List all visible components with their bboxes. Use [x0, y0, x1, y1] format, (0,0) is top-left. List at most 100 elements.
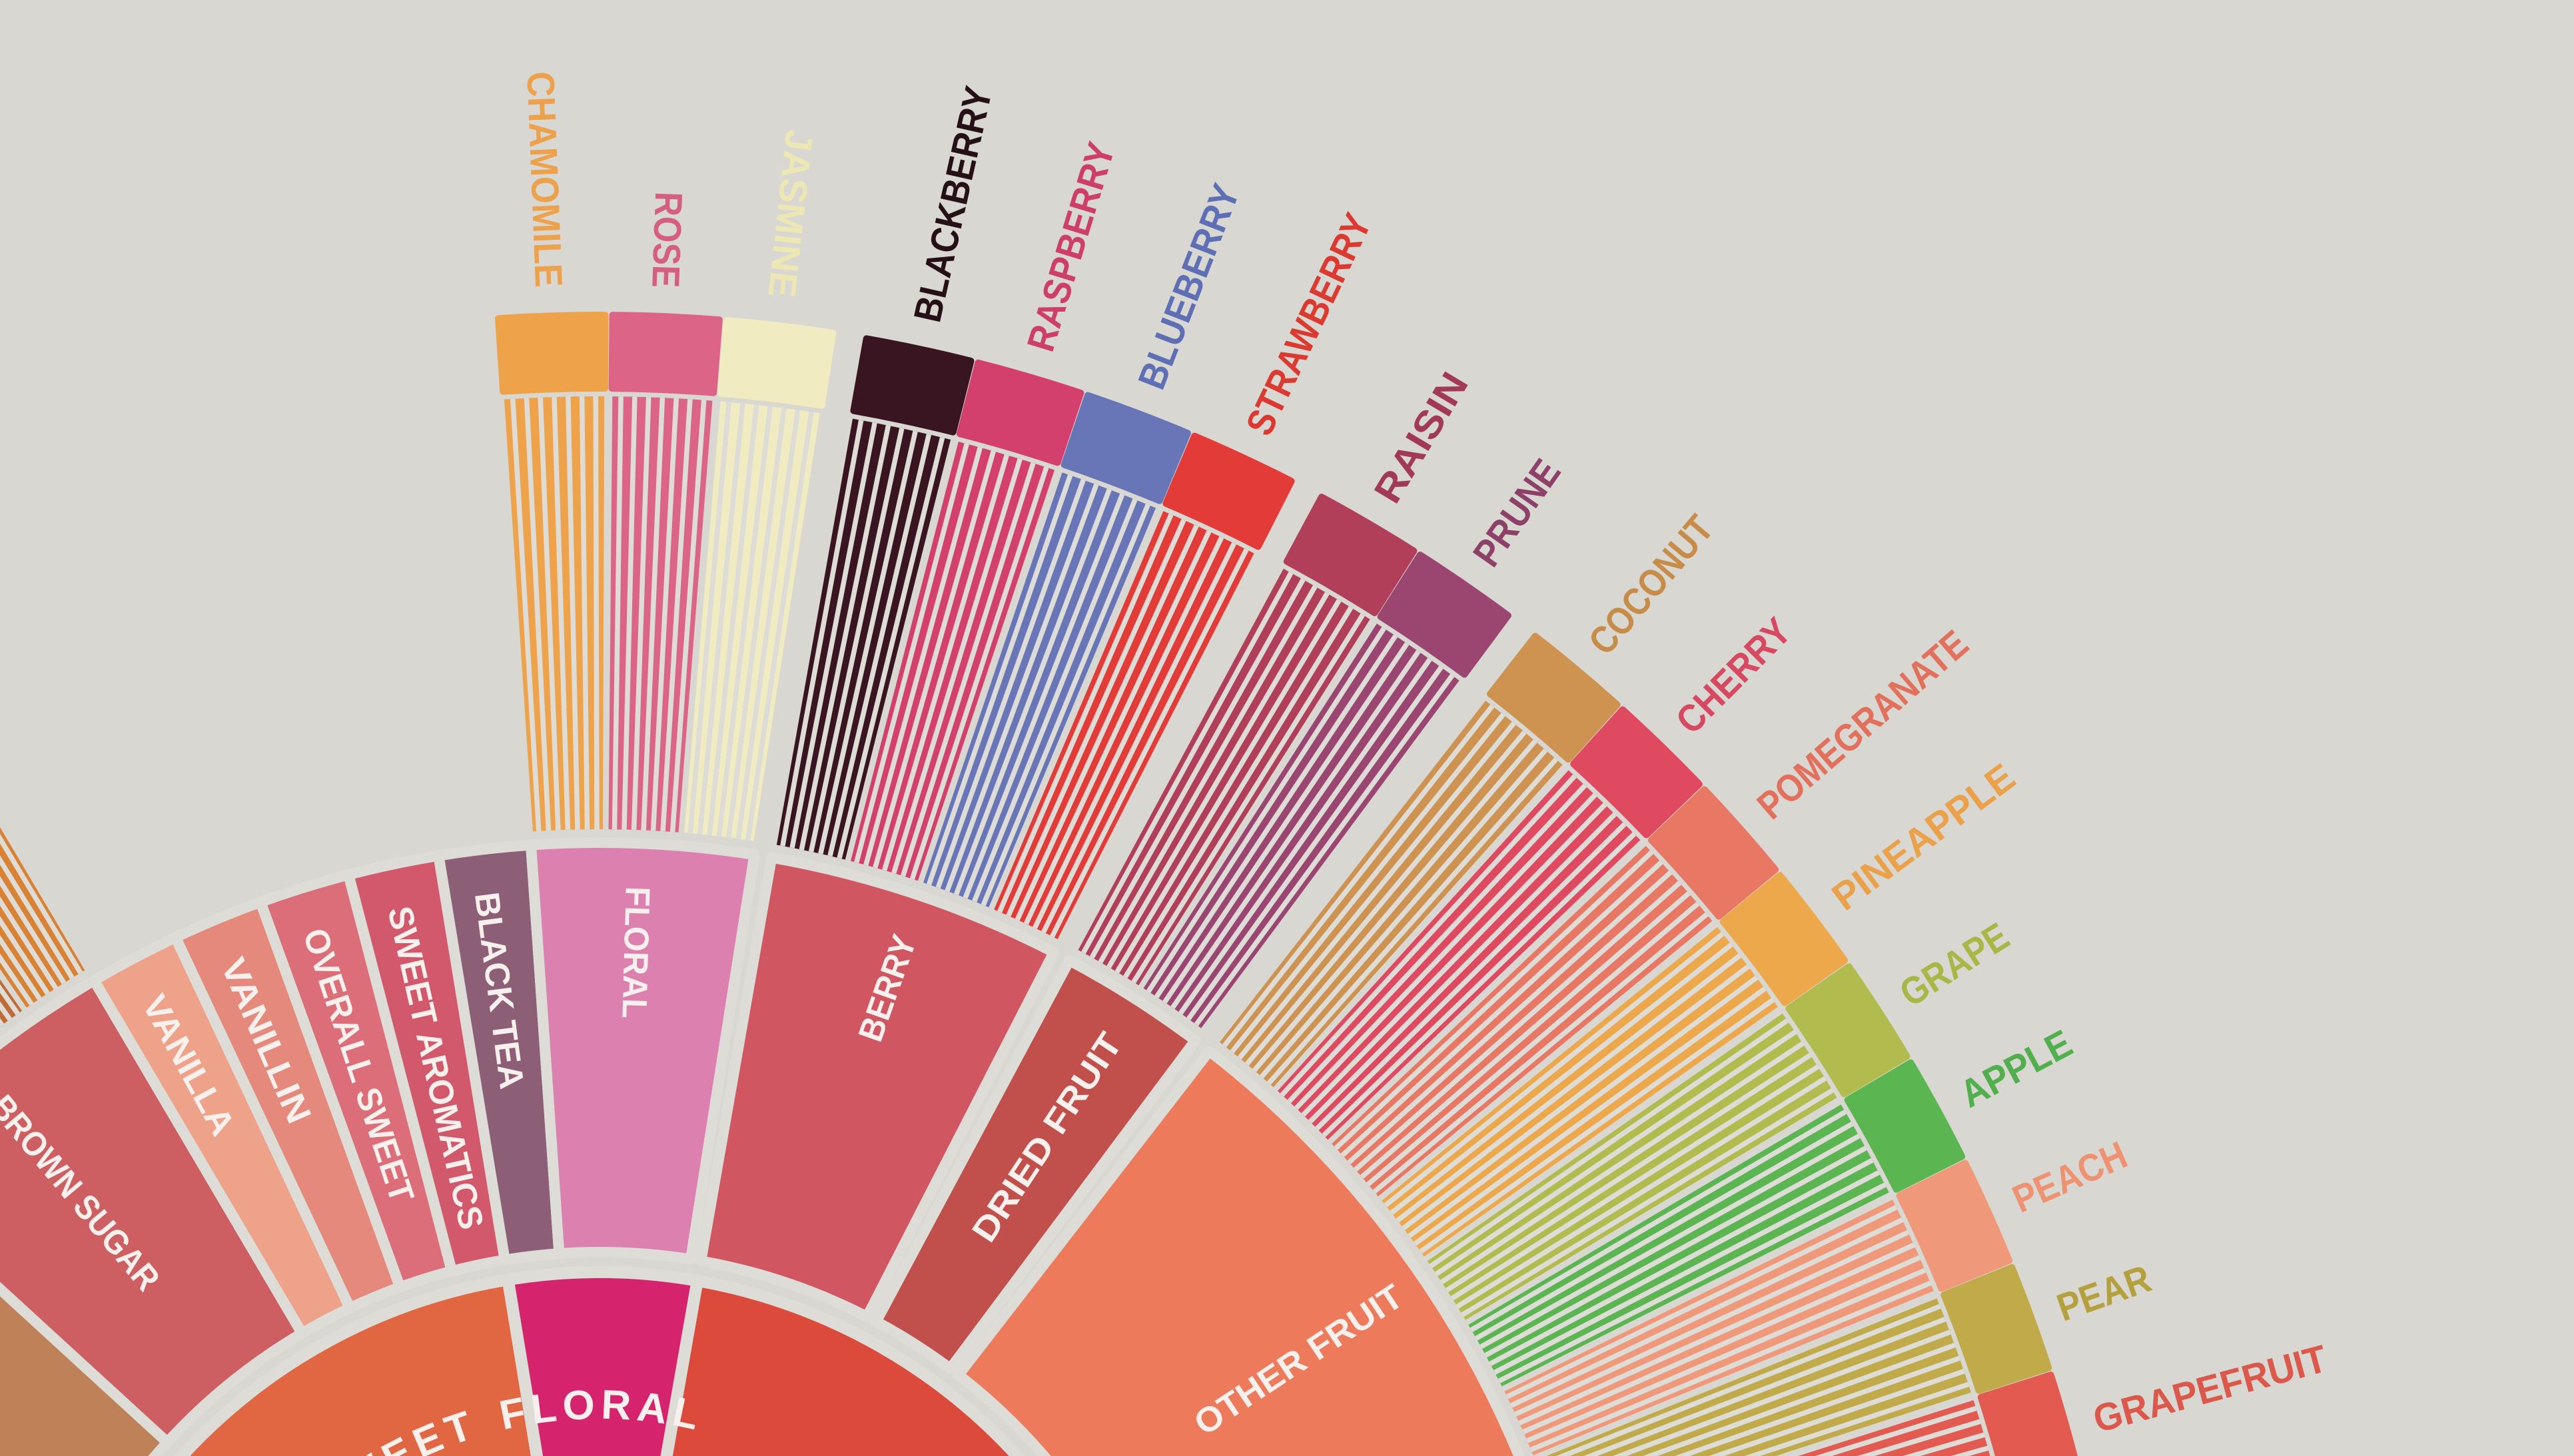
tier3-label-chamomile: CHAMOMILE — [518, 71, 570, 288]
tier3-stripe-line-blueberry — [963, 493, 1125, 899]
tier3-block-pineapple — [1719, 872, 1848, 1006]
tier3-stripe-line-rose — [641, 397, 665, 831]
tier3-stripe-line-pomegranate — [1360, 891, 1691, 1179]
tier3-stripe-line-apple — [1470, 1110, 1847, 1333]
tier3-stripe-line-pear — [1612, 1329, 1951, 1456]
tier3-label-rose: ROSE — [644, 191, 690, 288]
tier3-label-raspberry: RASPBERRY — [1019, 137, 1124, 356]
tier3-block-jasmine — [717, 317, 837, 409]
tier3-stripe-line-grape — [1429, 1018, 1789, 1268]
tier3-stripe-line-raisin — [1106, 591, 1330, 968]
tier3-stripe-line-raspberry — [882, 454, 1009, 871]
tier3-stripe-line-pineapple — [1390, 942, 1733, 1215]
tier3-stripe-line-blackberry — [827, 434, 932, 857]
tier3-stripe-line-grape — [1440, 1041, 1805, 1285]
tier3-stripe-line-coconut — [1237, 721, 1516, 1060]
tier3-block-raspberry — [957, 359, 1084, 466]
tier3-stripe-line-grape — [1445, 1052, 1812, 1293]
tier3-stripe-line-cherry — [1280, 774, 1577, 1097]
tier3-stripe-line-pineapple — [1413, 986, 1767, 1246]
tier3-stripe-line-pomegranate — [1366, 901, 1700, 1186]
tier3-stripe-line-coconut — [1244, 730, 1527, 1066]
tier3-stripe-line-blackberry — [808, 428, 905, 853]
tier3-stripe-line-chamomile — [579, 396, 590, 830]
tier3-stripe-line-pomegranate — [1354, 881, 1681, 1172]
tier3-stripe-line-coconut — [1230, 713, 1505, 1054]
tier3-stripe-line-raisin — [1081, 571, 1294, 954]
tier3-stripe-line-pineapple — [1396, 953, 1742, 1223]
tier3-stripe-line-coconut — [1252, 739, 1537, 1072]
tier3-block-chamomile — [495, 311, 609, 395]
tier1-segment-sweet — [173, 1272, 544, 1456]
tier2-segment-berry — [695, 852, 1060, 1322]
tier3-stripe-line-pear — [1583, 1317, 1946, 1456]
tier3-stripe-line-pear — [1642, 1342, 1956, 1456]
tier3-stripe-line-strawberry — [1015, 524, 1199, 921]
tier3-stripe-line-blackberry — [780, 420, 864, 847]
tier3-stripe-line-honey — [0, 833, 83, 974]
tier3-stripe-line-coconut — [1267, 757, 1558, 1085]
tier3-block-cherry — [1570, 706, 1703, 839]
tier3-stripe-line-pomegranate — [1372, 912, 1709, 1194]
tier3-stripe-line-cherry — [1301, 803, 1607, 1117]
tier3-stripe-line-jasmine — [697, 403, 745, 835]
tier3-label-jasmine: JASMINE — [760, 128, 821, 300]
tier3-stripe-line-raisin — [1114, 599, 1342, 974]
tier3-stripe-line-prune — [1194, 673, 1455, 1026]
tier3-label-blackberry: BLACKBERRY — [906, 83, 1001, 326]
tier3-stripe-line-peach — [1526, 1268, 1927, 1443]
tier3-stripe-line-pineapple — [1384, 931, 1725, 1208]
tier3-stripe-line-peach — [1529, 1280, 1932, 1453]
tier3-stripe-line-apple — [1489, 1158, 1874, 1366]
tier3-label-grapefruit: GRAPEFRUIT — [2088, 1337, 2332, 1441]
tier3-stripe-line-cherry — [1315, 822, 1627, 1131]
tier3-stripe-line-apple — [1498, 1182, 1887, 1383]
tier3-stripe-line-strawberry — [1050, 548, 1249, 938]
tier3-label-pear: PEAR — [2052, 1257, 2156, 1329]
tier3-stripe-line-raisin — [1131, 613, 1365, 984]
tier3-stripe-line-rose — [612, 396, 624, 830]
tier3-stripe-line-jasmine — [745, 411, 814, 841]
tier3-block-rose — [608, 312, 723, 396]
tier3-stripe-line-blueberry — [935, 479, 1086, 889]
tier3-stripe-line-pear — [1675, 1355, 1960, 1456]
tier3-stripe-line-apple — [1480, 1134, 1861, 1349]
tier3-stripe-line-pineapple — [1402, 964, 1750, 1230]
tier3-stripe-line-honey — [0, 916, 50, 995]
tier3-stripe-line-prune — [1146, 627, 1386, 993]
tier3-stripe-line-strawberry — [1023, 530, 1212, 925]
tier3-stripe-line-pear — [1555, 1303, 1941, 1456]
tier3-stripe-line-raspberry — [863, 446, 983, 866]
tier3-stripe-line-apple — [1484, 1146, 1867, 1358]
tier3-stripe-line-rose — [660, 399, 693, 832]
tier3-stripe-line-pineapple — [1419, 998, 1775, 1254]
tier3-stripe-line-blueberry — [926, 474, 1073, 886]
tier3-stripe-line-grapefruit — [1903, 1432, 1985, 1456]
tier3-stripe-line-pear — [1744, 1381, 1970, 1456]
tier3-label-pineapple: PINEAPPLE — [1824, 755, 2023, 919]
tier3-stripe-line-raisin — [1089, 578, 1306, 959]
tier3-block-peach — [1896, 1160, 2013, 1292]
tier3-stripe-line-cherry — [1308, 812, 1617, 1124]
tier3-stripe-line-rose — [650, 398, 679, 831]
tier3-stripe-line-peach — [1505, 1205, 1898, 1399]
tier3-block-grape — [1785, 963, 1911, 1098]
tier3-label-blueberry: BLUEBERRY — [1130, 179, 1248, 396]
tier3-stripe-line-raisin — [1098, 585, 1318, 964]
tier3-stripe-line-blackberry — [818, 430, 918, 855]
tier2-label-floral-sub: FLORAL — [614, 886, 657, 1019]
tier3-stripe-line-chamomile — [538, 397, 561, 831]
tier3-stripe-line-strawberry — [1033, 536, 1224, 929]
tier3-label-peach: PEACH — [2006, 1133, 2134, 1221]
tier2-segment-other-fruit — [953, 1045, 1525, 1456]
tier3-stripe-line-strawberry — [1041, 542, 1236, 934]
tier3-stripe-line-chamomile — [510, 398, 542, 831]
tier3-stripe-line-strawberry — [997, 513, 1174, 913]
tier3-stripe-line-peach — [1522, 1255, 1921, 1435]
tier2-segment-dried-fruit — [871, 954, 1201, 1374]
tier3-stripe-line-rose — [622, 396, 638, 830]
tier3-stripe-line-chamomile — [552, 396, 571, 830]
tier3-stripe-line-chamomile — [566, 396, 580, 830]
tier3-stripe-line-apple — [1475, 1122, 1854, 1341]
tier3-block-coconut — [1487, 633, 1621, 763]
